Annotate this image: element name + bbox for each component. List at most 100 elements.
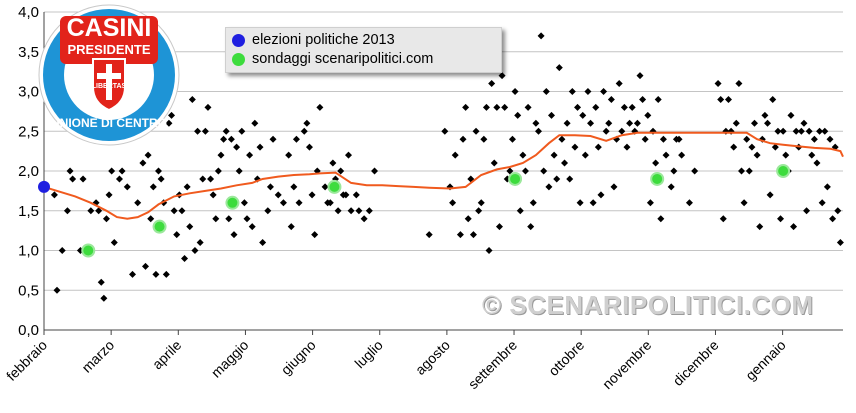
poll-point [714,80,722,88]
poll-point [792,127,800,135]
poll-point [170,207,178,215]
poll-point [594,143,602,151]
poll-point [748,143,756,151]
poll-point [537,32,545,40]
y-tick-label: 4,0 [18,4,39,21]
poll-point [183,183,191,191]
poll-point [829,215,837,223]
poll-point [808,151,816,159]
poll-point [266,183,274,191]
poll-point [100,294,108,302]
poll-point [719,215,727,223]
x-tick-label: giugno [278,337,319,378]
poll-point [115,175,123,183]
poll-point [566,175,574,183]
poll-point [173,231,181,239]
poll-point [308,191,316,199]
poll-point [128,270,136,278]
x-axis-ticks: febbraio marzo aprile maggio giugno luglio ago… [3,337,789,392]
poll-point [800,119,808,127]
x-tick-label: settembre [465,337,520,392]
poll-point [456,231,464,239]
poll-point [69,175,77,183]
legend-label-scenaripolitici: sondaggi scenaripolitici.com [252,51,434,67]
poll-point [201,127,209,135]
poll-point [628,103,636,111]
poll-point [485,247,493,254]
poll-point [212,215,220,223]
poll-point [813,159,821,167]
logo-top-text: CASINI [66,14,152,42]
poll-point [165,119,173,127]
y-axis-ticks: 0,0 0,5 1,0 1,5 2,0 2,5 3,0 3,5 4,0 [18,4,39,339]
scenaripolitici-poll-point [81,243,96,258]
poll-point [251,119,259,127]
poll-point [472,127,480,135]
poll-point [326,199,334,207]
poll-point [459,135,467,143]
poll-point [188,95,196,103]
poll-point [243,215,251,223]
poll-point [610,183,618,191]
poll-point [118,167,126,175]
poll-point [724,95,732,103]
poll-point [337,167,345,175]
poll-point [732,119,740,127]
poll-point [506,167,514,175]
poll-point [717,95,725,103]
poll-point [149,183,157,191]
poll-point [480,135,488,143]
poll-point [581,151,589,159]
poll-point [490,159,498,167]
poll-point [553,175,561,183]
scenaripolitici-poll-point [327,179,342,194]
poll-point [563,119,571,127]
poll-point [571,143,579,151]
poll-point [678,151,686,159]
poll-point [587,119,595,127]
poll-point [753,151,761,159]
poll-point [235,167,243,175]
y-tick-label: 0,0 [18,322,39,339]
poll-point [191,247,199,254]
poll-point [545,183,553,191]
poll-point [743,135,751,143]
poll-point [345,151,353,159]
poll-points [50,32,844,302]
poll-point [589,199,597,207]
x-tick-label: novembre [599,337,654,392]
poll-point [220,135,228,143]
poll-point [352,191,360,199]
scenaripolitici-poll-point [776,164,791,178]
poll-point [584,88,592,95]
poll-point [620,103,628,111]
poll-point [227,135,235,143]
poll-point [779,127,787,135]
poll-point [771,143,779,151]
poll-point [53,286,61,294]
poll-point [441,127,449,135]
poll-point [279,199,287,207]
poll-point [644,111,652,119]
poll-point [316,103,324,111]
poll-point [508,135,516,143]
poll-point [482,103,490,111]
x-tick-label: dicembre [670,337,722,389]
y-tick-label: 1,0 [18,243,39,260]
logo-sub-text: PRESIDENTE [67,42,151,57]
poll-point [488,80,496,88]
poll-point [740,199,748,207]
poll-point [194,127,202,135]
y-tick-label: 2,5 [18,123,39,140]
poll-point [602,127,610,135]
poll-point [659,135,667,143]
poll-point [777,215,785,223]
green-dot-icon [232,52,245,66]
poll-point [58,247,66,254]
poll-point [178,207,186,215]
poll-point [264,207,272,215]
y-tick-label: 2,0 [18,163,39,180]
y-tick-label: 3,5 [18,44,39,61]
logo-ring-text: UNIONE DI CENTRO [50,116,167,130]
legend-item-scenaripolitici: sondaggi scenaripolitici.com [232,50,433,68]
